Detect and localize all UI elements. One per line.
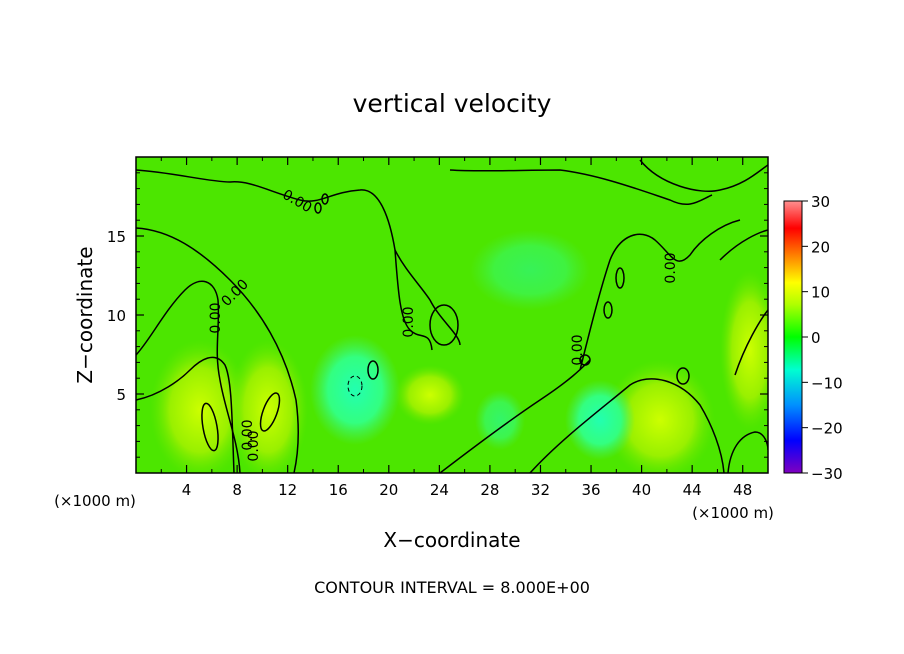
x-axis: 4 8 12 16 20 24 28 32 36 40 44 48 bbox=[160, 157, 752, 499]
contour-line bbox=[639, 159, 768, 192]
contour-line bbox=[367, 360, 379, 380]
contour-line bbox=[347, 375, 363, 397]
x-tick-label: 20 bbox=[379, 481, 398, 499]
x-tick-label: 16 bbox=[329, 481, 348, 499]
contour-line bbox=[136, 227, 299, 473]
contour-line bbox=[579, 354, 591, 366]
colorbar-tick-label: −20 bbox=[811, 420, 843, 438]
contour-interval-note: CONTOUR INTERVAL = 8.000E+00 bbox=[314, 578, 590, 597]
heatmap-blob bbox=[150, 340, 250, 473]
contour-line bbox=[676, 367, 690, 385]
colorbar-tick-label: −30 bbox=[811, 465, 843, 483]
x-unit-label-left: (×1000 m) bbox=[54, 492, 136, 510]
x-tick-label: 36 bbox=[581, 481, 600, 499]
colorbar-tick-label: 0 bbox=[811, 329, 821, 347]
x-tick-label: 44 bbox=[683, 481, 702, 499]
contour-line bbox=[136, 169, 433, 351]
contour-line bbox=[449, 169, 713, 205]
x-tick-label: 12 bbox=[278, 481, 297, 499]
heatmap-blob bbox=[395, 365, 465, 425]
heatmap-blob bbox=[605, 360, 715, 473]
contour-label: 0.00 bbox=[401, 306, 417, 337]
x-tick-label: 32 bbox=[531, 481, 550, 499]
y-tick-label: 5 bbox=[116, 386, 126, 404]
colorbar-tick-label: 10 bbox=[811, 284, 830, 302]
x-tick-label: 40 bbox=[632, 481, 651, 499]
contour-line bbox=[734, 309, 768, 376]
y-tick-label: 10 bbox=[107, 307, 126, 325]
contour-line bbox=[727, 431, 768, 473]
heatmap-blob bbox=[310, 335, 400, 445]
contour-line bbox=[603, 301, 613, 319]
contour-line bbox=[314, 202, 322, 214]
contour-line bbox=[259, 392, 281, 432]
y-axis: 5 10 15 bbox=[107, 172, 768, 458]
contour-line bbox=[136, 280, 241, 473]
heatmap-field bbox=[136, 157, 768, 473]
x-tick-label: 48 bbox=[733, 481, 752, 499]
contour-label: 0.00 bbox=[208, 302, 224, 333]
y-axis-label: Z−coordinate bbox=[73, 246, 97, 383]
y-tick-label: 15 bbox=[107, 228, 126, 246]
x-tick-label: 8 bbox=[232, 481, 242, 499]
contour-label: 0.00 bbox=[663, 252, 679, 283]
x-tick-label: 28 bbox=[480, 481, 499, 499]
contour-line bbox=[615, 267, 625, 289]
heatmap-blob bbox=[565, 380, 635, 460]
contour-line bbox=[529, 378, 725, 473]
contour-line bbox=[429, 304, 459, 346]
heatmap-blob bbox=[475, 390, 525, 450]
contour-line bbox=[719, 229, 768, 261]
colorbar-axis: 30 20 10 0 −10 −20 −30 bbox=[802, 193, 843, 483]
contour-label: 0.00 bbox=[570, 334, 586, 365]
contour-label: 0.00 bbox=[240, 419, 256, 450]
x-unit-label-right: (×1000 m) bbox=[692, 504, 774, 522]
x-tick-label: 4 bbox=[182, 481, 192, 499]
colorbar-tick-label: 30 bbox=[811, 193, 830, 211]
contour-label: 0.00 bbox=[246, 430, 262, 461]
contour-line bbox=[136, 356, 235, 473]
heatmap-blob bbox=[720, 270, 768, 430]
contour-lines bbox=[136, 159, 768, 473]
heatmap-blob bbox=[470, 230, 590, 310]
contour-line bbox=[201, 402, 219, 452]
contour-line bbox=[579, 219, 741, 371]
colorbar-tick-label: 20 bbox=[811, 238, 830, 256]
chart-title: vertical velocity bbox=[353, 89, 552, 118]
colorbar bbox=[783, 200, 803, 474]
contour-line bbox=[439, 359, 591, 473]
x-tick-label: 24 bbox=[430, 481, 449, 499]
contour-line bbox=[321, 193, 329, 205]
colorbar-tick-label: −10 bbox=[811, 374, 843, 392]
x-axis-label: X−coordinate bbox=[383, 528, 520, 552]
